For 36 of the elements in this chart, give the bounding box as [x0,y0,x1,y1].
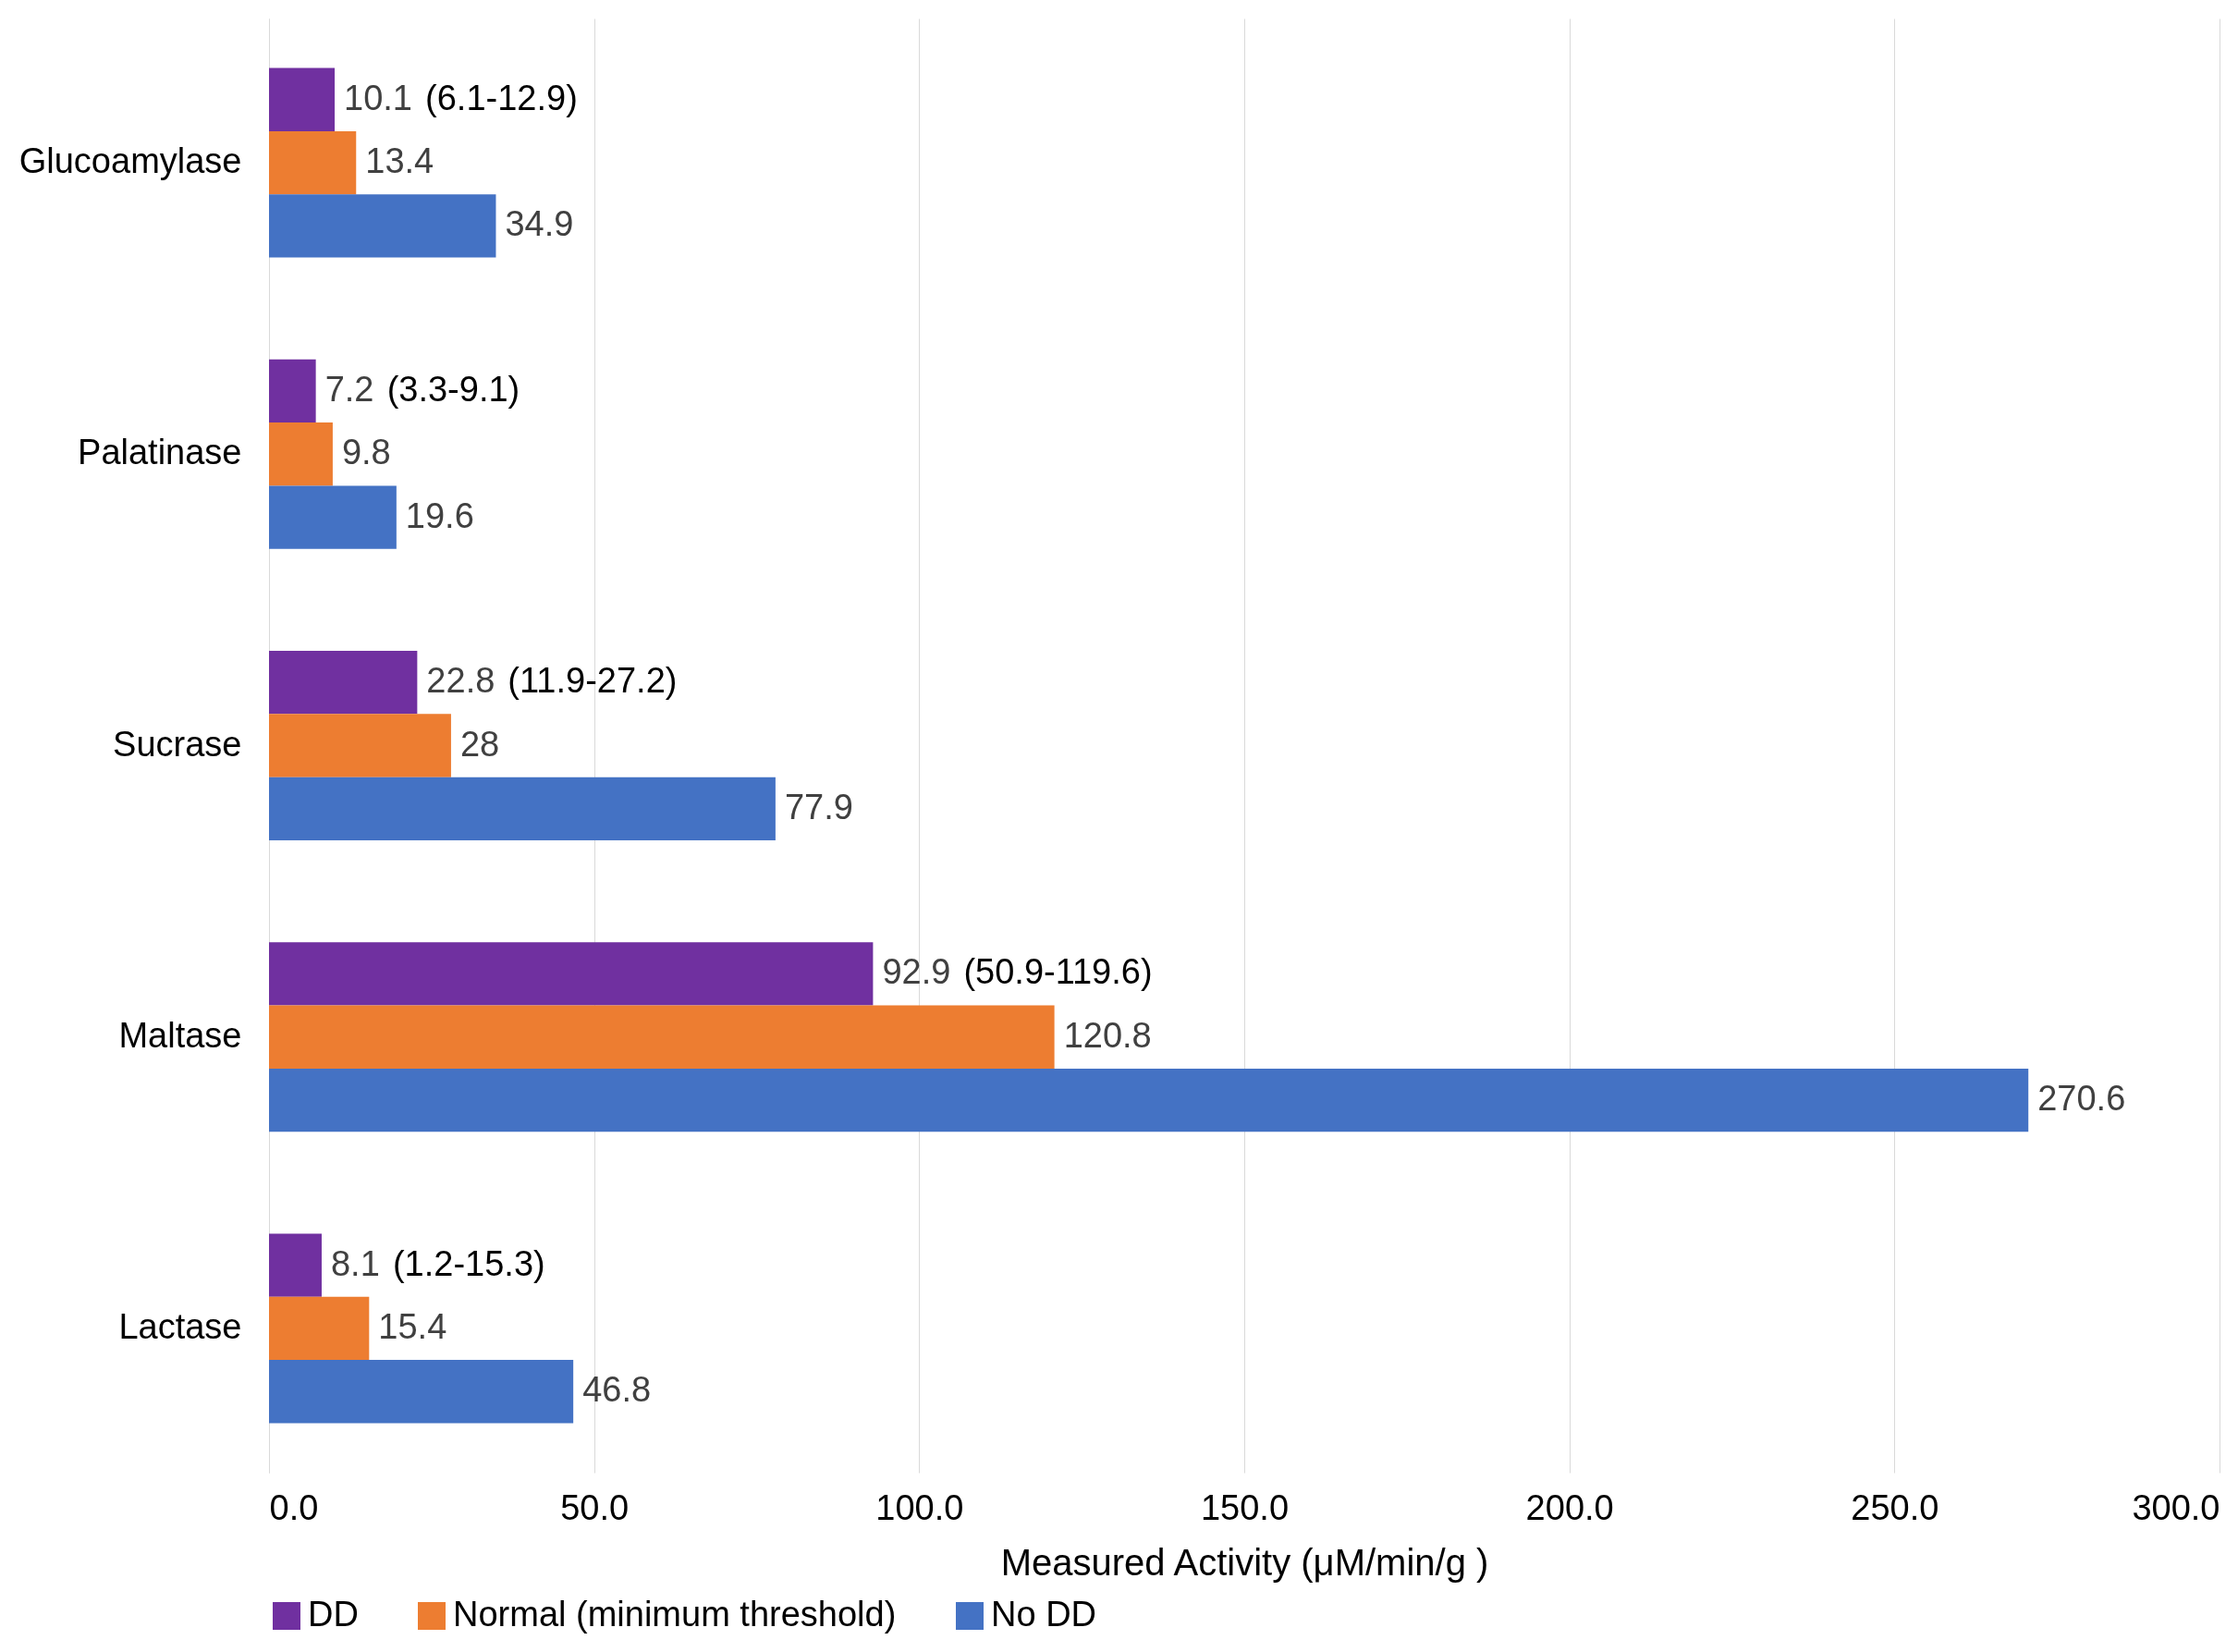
data-label: 8.1 [330,1243,380,1283]
data-label: 34.9 [505,204,574,244]
data-label: 77.9 [784,787,853,826]
legend-label: No DD [991,1595,1097,1634]
data-label: 22.8 [426,661,495,701]
y-tick-label: Maltase [118,1015,242,1055]
x-tick-label: 50.0 [560,1487,630,1527]
data-label: 10.1 [344,78,413,117]
data-label: 7.2 [324,369,374,409]
x-tick-label: 0.0 [269,1487,319,1527]
annotation: (6.1-12.9) [425,78,578,117]
data-label: 120.8 [1063,1015,1152,1055]
x-tick-label: 200.0 [1525,1487,1614,1527]
data-label: 9.8 [341,433,391,472]
legend-label: Normal (minimum threshold) [453,1595,897,1634]
annotation: (3.3-9.1) [386,369,520,409]
data-label: 15.4 [378,1306,447,1346]
annotation: (50.9-119.6) [963,952,1153,992]
x-tick-label: 100.0 [875,1487,964,1527]
y-tick-label: Glucoamylase [18,141,242,181]
y-tick-label: Palatinase [78,433,242,472]
x-tick-label: 150.0 [1200,1487,1290,1527]
annotation: (11.9-27.2) [508,661,678,701]
data-label: 13.4 [365,141,434,181]
data-label: 19.6 [405,496,474,535]
x-axis-title: Measured Activity (μM/min/g ) [1000,1541,1489,1583]
data-label: 92.9 [882,952,951,992]
x-tick-label: 300.0 [2132,1487,2220,1527]
data-label: 28 [459,724,500,764]
data-label: 46.8 [582,1370,652,1410]
data-label: 270.6 [2037,1079,2126,1119]
annotation: (1.2-15.3) [392,1243,545,1283]
legend-label: DD [308,1595,359,1634]
x-tick-label: 250.0 [1851,1487,1939,1527]
y-tick-label: Sucrase [113,724,242,764]
y-tick-label: Lactase [118,1306,242,1346]
